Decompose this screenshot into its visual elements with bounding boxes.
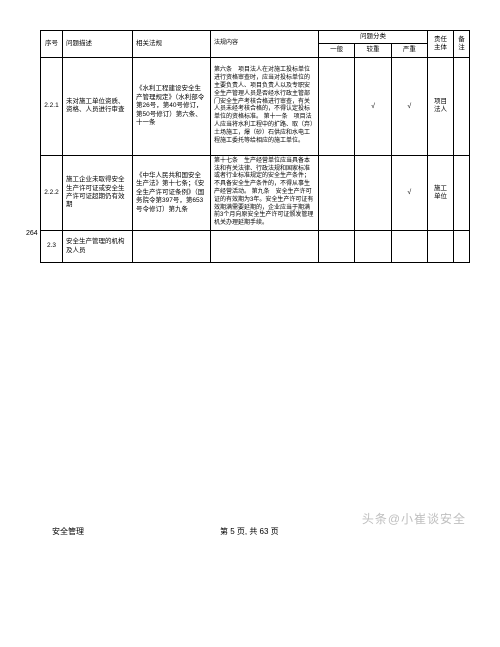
page-content: 序号 问题描述 相关法规 法规内容 问题分类 责任主体 备注 一般 较重 严重 … — [40, 30, 470, 263]
cell-note — [454, 231, 470, 263]
cell-law — [133, 231, 211, 263]
cell-content — [211, 231, 319, 263]
cell-c2 — [355, 231, 391, 263]
th-law: 相关法规 — [133, 31, 211, 58]
table-row: 2.2.1 未对施工单位资质、资格、人员进行审查 《水利工程建设安全生产管理规定… — [41, 57, 470, 155]
check-value: √ — [407, 103, 411, 110]
th-c1: 一般 — [319, 44, 355, 57]
th-content: 法规内容 — [211, 31, 319, 58]
cell-desc: 安全生产管理的机构及人员 — [63, 231, 133, 263]
cell-resp: 项目法人 — [428, 57, 454, 155]
cell-c3: √ — [391, 155, 427, 230]
table-row: 2.3 安全生产管理的机构及人员 — [41, 231, 470, 263]
cell-law: 《中华人民共和国安全生产法》第十七条；《安全生产许可证条例》（国务院令第397号… — [133, 155, 211, 230]
cell-c3: √ — [391, 57, 427, 155]
th-c3: 严重 — [391, 44, 427, 57]
cell-c2 — [355, 155, 391, 230]
check-value: √ — [407, 189, 411, 196]
cell-seq: 2.2.1 — [41, 57, 63, 155]
cell-c2: √ — [355, 57, 391, 155]
cell-c1 — [319, 231, 355, 263]
check-value: √ — [371, 103, 375, 110]
regulation-table: 序号 问题描述 相关法规 法规内容 问题分类 责任主体 备注 一般 较重 严重 … — [40, 30, 470, 263]
footer-left: 安全管理 — [52, 526, 84, 537]
th-desc: 问题描述 — [63, 31, 133, 58]
side-page-number: 264 — [26, 230, 38, 237]
cell-resp: 施工单位 — [428, 155, 454, 230]
footer-center: 第 5 页, 共 63 页 — [220, 526, 279, 537]
cell-seq: 2.2.2 — [41, 155, 63, 230]
cell-c1 — [319, 57, 355, 155]
cell-desc: 未对施工单位资质、资格、人员进行审查 — [63, 57, 133, 155]
cell-c3 — [391, 231, 427, 263]
th-classification-group: 问题分类 — [319, 31, 428, 44]
cell-note — [454, 57, 470, 155]
cell-c1 — [319, 155, 355, 230]
th-resp: 责任主体 — [428, 31, 454, 58]
th-c2: 较重 — [355, 44, 391, 57]
th-seq: 序号 — [41, 31, 63, 58]
cell-content: 第六条 项目法人在对施工投标单位进行资格审查时，应当对投标单位的主要负责人、项目… — [211, 57, 319, 155]
cell-resp — [428, 231, 454, 263]
cell-law: 《水利工程建设安全生产管理规定》（水利部令第26号，第40号修订，第50号修订）… — [133, 57, 211, 155]
cell-desc: 施工企业未取得安全生产许可证或安全生产许可证超期仍有效期 — [63, 155, 133, 230]
cell-content: 第十七条 生产经营单位应当具备本法和有关法律、行政法规和国家标准或者行业标准规定… — [211, 155, 319, 230]
watermark: 头条@小崔谈安全 — [362, 510, 466, 527]
cell-note — [454, 155, 470, 230]
cell-seq: 2.3 — [41, 231, 63, 263]
th-note: 备注 — [454, 31, 470, 58]
table-row: 2.2.2 施工企业未取得安全生产许可证或安全生产许可证超期仍有效期 《中华人民… — [41, 155, 470, 230]
